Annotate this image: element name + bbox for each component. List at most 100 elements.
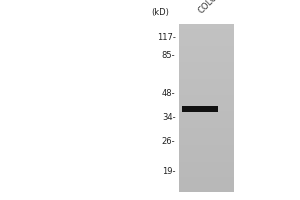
Bar bbox=[178, 87, 234, 88]
Bar bbox=[178, 99, 234, 100]
Bar bbox=[178, 143, 234, 144]
Bar bbox=[178, 172, 234, 173]
Bar bbox=[178, 71, 234, 72]
Bar bbox=[178, 146, 234, 147]
Bar bbox=[178, 129, 234, 130]
Bar bbox=[178, 113, 234, 115]
Bar bbox=[178, 51, 234, 52]
Bar bbox=[178, 162, 234, 163]
Bar bbox=[178, 154, 234, 155]
Bar bbox=[178, 110, 234, 111]
Bar bbox=[178, 119, 234, 120]
Bar bbox=[178, 79, 234, 80]
Bar bbox=[178, 126, 234, 127]
Bar bbox=[178, 102, 234, 104]
Text: (kD): (kD) bbox=[152, 8, 169, 18]
Bar bbox=[178, 83, 234, 84]
Bar bbox=[178, 101, 234, 102]
Bar bbox=[178, 181, 234, 182]
Bar bbox=[178, 188, 234, 190]
Bar bbox=[178, 61, 234, 62]
Bar bbox=[178, 47, 234, 49]
Bar bbox=[178, 111, 234, 112]
Bar bbox=[178, 42, 234, 43]
Bar bbox=[178, 62, 234, 63]
Bar bbox=[178, 36, 234, 37]
Bar bbox=[178, 160, 234, 162]
Bar bbox=[178, 135, 234, 136]
Bar bbox=[178, 191, 234, 192]
Bar bbox=[178, 169, 234, 171]
Bar bbox=[178, 73, 234, 74]
Bar bbox=[178, 123, 234, 125]
Bar bbox=[178, 56, 234, 58]
Bar bbox=[178, 120, 234, 121]
Bar bbox=[178, 90, 234, 91]
Bar bbox=[178, 134, 234, 135]
Bar bbox=[178, 27, 234, 28]
Bar bbox=[178, 91, 234, 92]
Bar bbox=[178, 157, 234, 158]
Bar bbox=[178, 190, 234, 191]
Bar bbox=[178, 35, 234, 36]
Bar bbox=[178, 60, 234, 61]
Bar bbox=[178, 107, 234, 108]
Bar bbox=[178, 28, 234, 30]
Bar bbox=[178, 63, 234, 64]
Bar bbox=[178, 97, 234, 98]
Bar bbox=[178, 82, 234, 83]
Bar bbox=[178, 132, 234, 134]
Bar bbox=[178, 117, 234, 118]
Bar bbox=[178, 131, 234, 133]
Text: 34-: 34- bbox=[162, 112, 175, 121]
Bar bbox=[178, 54, 234, 55]
Bar bbox=[178, 84, 234, 86]
Bar bbox=[178, 128, 234, 129]
Bar bbox=[178, 174, 234, 175]
Bar bbox=[178, 100, 234, 101]
Bar bbox=[178, 78, 234, 79]
Bar bbox=[178, 140, 234, 142]
Bar bbox=[178, 149, 234, 151]
Bar bbox=[178, 130, 234, 132]
Bar bbox=[178, 50, 234, 51]
Bar bbox=[178, 121, 234, 123]
Bar bbox=[178, 136, 234, 137]
Bar bbox=[178, 153, 234, 154]
Bar bbox=[178, 37, 234, 39]
Bar bbox=[178, 177, 234, 179]
Text: 85-: 85- bbox=[162, 50, 175, 60]
Bar bbox=[178, 147, 234, 148]
Bar bbox=[178, 103, 234, 105]
Bar bbox=[178, 115, 234, 116]
Bar bbox=[178, 109, 234, 110]
Bar bbox=[178, 158, 234, 160]
Bar bbox=[178, 85, 234, 87]
Bar bbox=[182, 106, 218, 112]
Bar bbox=[178, 24, 234, 25]
Bar bbox=[178, 48, 234, 50]
Bar bbox=[178, 185, 234, 186]
Bar bbox=[178, 108, 234, 109]
Bar bbox=[178, 106, 234, 107]
Bar bbox=[178, 127, 234, 128]
Bar bbox=[178, 32, 234, 33]
Bar bbox=[178, 104, 234, 106]
Text: 117-: 117- bbox=[157, 32, 175, 42]
Bar bbox=[178, 64, 234, 65]
Bar bbox=[178, 168, 234, 170]
Bar bbox=[178, 178, 234, 180]
Bar bbox=[178, 33, 234, 34]
Bar bbox=[178, 163, 234, 164]
Bar bbox=[178, 148, 234, 149]
Bar bbox=[178, 59, 234, 60]
Bar bbox=[178, 70, 234, 71]
Bar bbox=[178, 155, 234, 156]
Bar bbox=[178, 26, 234, 27]
Bar bbox=[178, 125, 234, 126]
Bar bbox=[178, 75, 234, 77]
Bar bbox=[178, 31, 234, 32]
Text: COLO205: COLO205 bbox=[196, 0, 230, 15]
Bar bbox=[178, 81, 234, 82]
Bar bbox=[178, 116, 234, 117]
